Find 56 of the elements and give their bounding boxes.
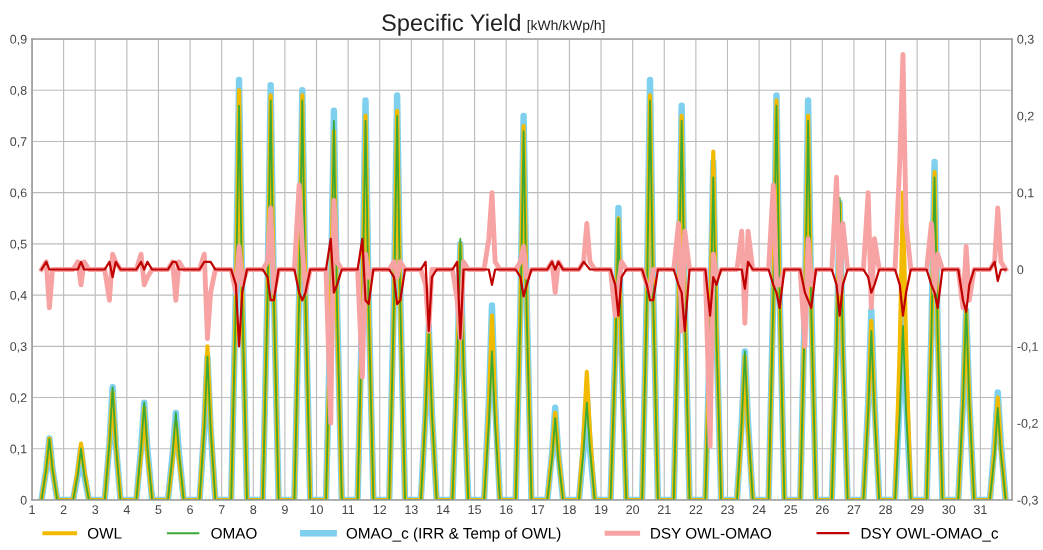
x-tick-label: 13 bbox=[405, 505, 418, 515]
x-tick-label: 29 bbox=[910, 505, 924, 515]
x-tick-label: 31 bbox=[973, 505, 987, 515]
chart-subtitle: [kWh/kWp/h] bbox=[527, 19, 605, 33]
x-tick-label: 17 bbox=[531, 505, 545, 514]
y2-tick-label: 0 bbox=[1017, 265, 1024, 275]
x-tick-label: 18 bbox=[563, 505, 576, 515]
x-tick-label: 16 bbox=[500, 505, 513, 515]
y-tick-label: 0,5 bbox=[10, 239, 27, 251]
legend-label: OMAO_c (IRR & Temp of OWL) bbox=[346, 527, 561, 542]
x-tick-label: 28 bbox=[879, 505, 892, 515]
legend-label: OMAO bbox=[211, 527, 257, 539]
y2-tick-label: -0,3 bbox=[1017, 495, 1038, 507]
x-tick-label: 23 bbox=[721, 505, 734, 515]
y2-tick-label: 0,3 bbox=[1017, 34, 1034, 46]
y2-tick-label: 0,2 bbox=[1017, 111, 1034, 122]
x-tick-label: 14 bbox=[436, 505, 450, 514]
x-tick-label: 25 bbox=[784, 505, 798, 515]
y2-tick-label: -0,1 bbox=[1017, 342, 1038, 353]
legend-label: DSY OWL-OMAO_c bbox=[861, 527, 999, 542]
x-tick-label: 1 bbox=[29, 505, 35, 514]
x-tick-label: 6 bbox=[187, 505, 193, 515]
y-tick-label: 0,8 bbox=[10, 86, 27, 97]
x-tick-label: 10 bbox=[310, 505, 323, 515]
y2-tick-label: 0,1 bbox=[1017, 188, 1034, 199]
x-tick-label: 15 bbox=[468, 505, 482, 515]
y-tick-label: 0,9 bbox=[10, 34, 27, 46]
x-tick-label: 26 bbox=[816, 505, 829, 515]
x-tick-label: 20 bbox=[626, 505, 640, 515]
y-tick-label: 0,4 bbox=[10, 290, 27, 302]
y-tick-label: 0,7 bbox=[10, 137, 27, 148]
x-tick-label: 30 bbox=[942, 505, 956, 515]
x-tick-label: 3 bbox=[92, 505, 99, 515]
x-tick-label: 27 bbox=[847, 505, 861, 514]
x-tick-label: 24 bbox=[752, 505, 766, 514]
x-tick-label: 2 bbox=[60, 505, 67, 514]
y-tick-label: 0 bbox=[20, 495, 27, 505]
x-tick-label: 21 bbox=[657, 505, 671, 514]
y2-tick-label: -0,2 bbox=[1017, 418, 1038, 430]
y-tick-label: 0,1 bbox=[10, 444, 27, 455]
line-series bbox=[40, 237, 1007, 348]
chart-title: Specific Yield bbox=[382, 13, 520, 36]
y-tick-label: 0,3 bbox=[10, 342, 27, 353]
y-tick-label: 0,6 bbox=[10, 188, 27, 199]
y-tick-label: 0,2 bbox=[10, 393, 27, 404]
x-tick-label: 9 bbox=[282, 505, 288, 515]
x-tick-label: 4 bbox=[123, 505, 130, 514]
x-tick-label: 8 bbox=[250, 505, 257, 515]
legend-label: DSY OWL-OMAO bbox=[651, 527, 772, 539]
x-tick-label: 5 bbox=[155, 505, 162, 515]
x-tick-label: 12 bbox=[373, 505, 387, 514]
x-tick-label: 19 bbox=[595, 505, 608, 515]
legend-label: OWL bbox=[87, 527, 122, 539]
x-tick-label: 22 bbox=[689, 505, 703, 514]
x-tick-label: 11 bbox=[342, 505, 355, 514]
x-tick-label: 7 bbox=[218, 505, 225, 514]
